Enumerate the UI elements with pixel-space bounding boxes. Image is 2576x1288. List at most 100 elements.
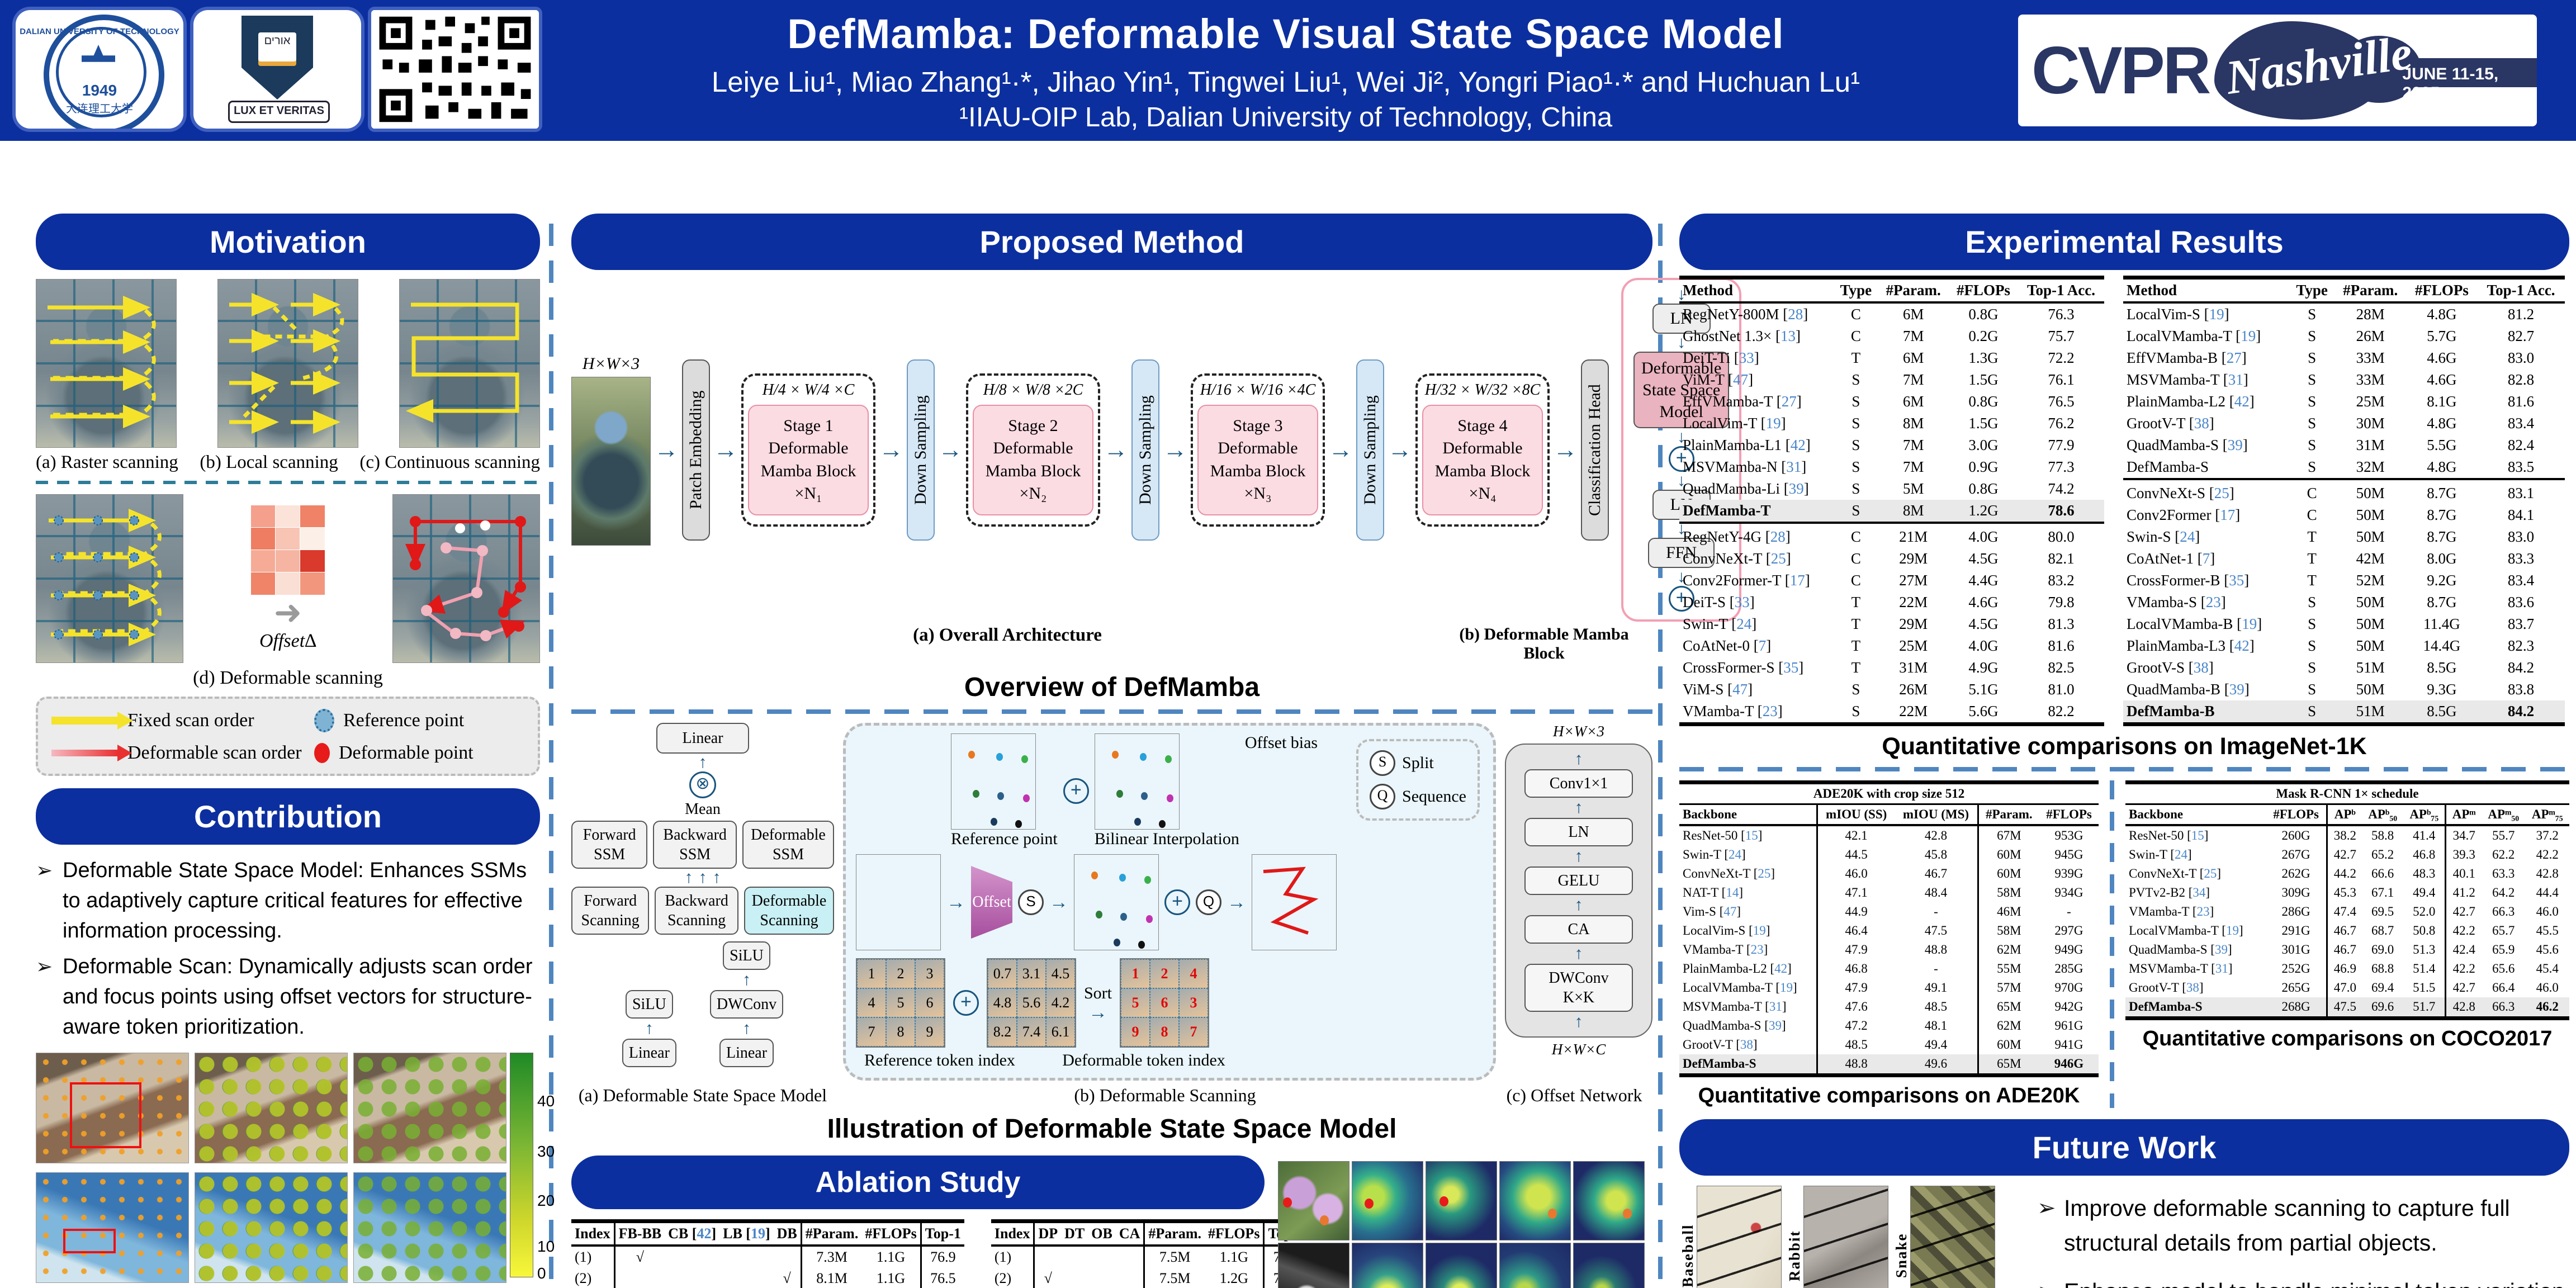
table-row: DeiT-S [33] T 22M 4.6G 79.8 bbox=[1683, 594, 2075, 611]
colorbar-tick: 10 bbox=[537, 1237, 555, 1255]
stage-4-dim: H/32 × W/32 ×8C bbox=[1424, 381, 1541, 399]
column-divider-left bbox=[549, 224, 553, 1280]
grid-cell: 2 bbox=[886, 959, 915, 988]
fixed-scan-image bbox=[36, 494, 183, 663]
silu-box: SiLU bbox=[625, 990, 673, 1019]
colorbar-tick: 30 bbox=[537, 1142, 555, 1160]
dwconv-kxk-box: DWConv K×K bbox=[1524, 964, 1633, 1012]
down-sampling-box: Down Sampling bbox=[1131, 359, 1159, 541]
activation-map-ds bbox=[1426, 1161, 1497, 1240]
grid-cell: 6 bbox=[915, 988, 944, 1017]
local-scan-image bbox=[217, 279, 358, 448]
silu-box-2: SiLU bbox=[723, 941, 770, 970]
activation-map-ds bbox=[1573, 1161, 1645, 1240]
ln-box-2: LN bbox=[1652, 490, 1711, 520]
table-row: PlainMamba-L2 [42] 46.8-55M 285G bbox=[1679, 959, 2099, 979]
offset-cell bbox=[250, 572, 276, 595]
deformable-arrow-icon bbox=[51, 745, 132, 761]
down-sampling-box: Down Sampling bbox=[907, 359, 935, 541]
right-column: Experimental Results Method Type #Param. #F… bbox=[1679, 214, 2569, 1288]
cvpr-wordmark: CVPR bbox=[2032, 33, 2211, 108]
table-row: GrootV-T [38] 48.5 49.4 60M 941G bbox=[1679, 1035, 2099, 1055]
grid-cell: 4 bbox=[1179, 959, 1209, 988]
table-row: GrootV-S [38] S 51M 8.5G 84.2 bbox=[2127, 659, 2535, 676]
add-icon: + bbox=[953, 990, 979, 1016]
backward-scanning-box: Backward Scanning bbox=[655, 887, 738, 935]
ade20k-table: ADE20K with crop size 512 Backbone mIOU (S… bbox=[1679, 780, 2099, 1078]
table-row: CoAtNet-1 [7] T 42M 8.0G 83.3 bbox=[2127, 550, 2535, 567]
offset-bias-image bbox=[1094, 733, 1180, 830]
table-row: MSVMamba-T [31] 252G 46.9 68.8 51.4 42.2 65.6 4… bbox=[2125, 959, 2569, 979]
table-row: GrootV-T [38] S 30M 4.8G 83.4 bbox=[2127, 415, 2535, 432]
yale-book-text: אורים bbox=[264, 35, 291, 47]
offset-cell bbox=[275, 572, 301, 595]
dssm-linear-top: Linear bbox=[656, 723, 749, 754]
deformable-token-caption: Deformable token index bbox=[1062, 1051, 1225, 1069]
bullet-marker-icon: ➢ bbox=[2037, 1275, 2056, 1288]
table-row: EffVMamba-B [27] S 33M 4.6G 83.0 bbox=[2127, 349, 2535, 367]
table-row: LocalVMamba-T [19] 291G 46.7 68.7 50.8 42.2 65… bbox=[2125, 921, 2569, 941]
table-row: ConvNeXt-S [25] C 50M 8.7G 83.1 bbox=[2127, 485, 2535, 502]
contribution-bullet-1-text: Deformable State Space Model: Enhances S… bbox=[63, 859, 527, 943]
imagenet-caption: Quantitative comparisons on ImageNet-1K bbox=[1882, 733, 2367, 760]
table-row: Vim-S [47] 44.9-46M - bbox=[1679, 902, 2099, 922]
table-header-row: Method Type #Param. #FLOPs Top-1 Acc. bbox=[1679, 277, 2104, 304]
forward-scanning-box: Forward Scanning bbox=[571, 887, 650, 935]
activation-map-ds bbox=[1573, 1243, 1645, 1288]
table-row: DefMamba-T S 8M 1.2G 78.6 bbox=[1679, 500, 2104, 523]
table-row: (2) √ 8.1M 1.1G 76.5 bbox=[571, 1267, 964, 1288]
deformable-scanning-box: Deformable Scanning bbox=[744, 887, 834, 935]
continuous-scan-image bbox=[399, 279, 540, 448]
dwconv-box: DWConv bbox=[709, 990, 784, 1019]
deformable-points-image-2 bbox=[36, 1172, 189, 1283]
activation-map-rs bbox=[1352, 1243, 1423, 1288]
stage-4-block: H/32 × W/32 ×8C Stage 4 Deformable Mamba… bbox=[1415, 373, 1550, 527]
stage-1-box: Stage 1 Deformable Mamba Block ×N₁ bbox=[748, 404, 869, 515]
table-row: ResNet-50 [15] 42.1 42.8 67M 953G bbox=[1679, 825, 2099, 846]
table-header-row: Backbone mIOU (SS) mIOU (MS) #Param. #FLOPs bbox=[1679, 804, 2099, 827]
grid-cell: 3.1 bbox=[1017, 959, 1046, 988]
caption-continuous: (c) Continuous scanning bbox=[359, 452, 540, 472]
dssm-diagram: Linear ↑ ⊗ Mean Forward SSM Backward SSM… bbox=[571, 723, 835, 1081]
table-header-row: Backbone #FLOPs APᵇ APᵇ₅₀ APᵇ₇₅ APᵐ APᵐ₅₀ APᵐ₇₅ bbox=[2125, 804, 2569, 827]
legend-reference: Reference point bbox=[314, 709, 524, 732]
architecture-captions: (a) Overall Architecture (b) Deformable … bbox=[571, 625, 1652, 663]
raster-arrows-icon bbox=[48, 296, 156, 428]
overview-diagram: Linear ↑ ⊗ Mean Forward SSM Backward SSM… bbox=[571, 723, 1652, 1081]
grid-cell: 7.4 bbox=[1017, 1017, 1046, 1046]
linear-box-2: Linear bbox=[719, 1039, 774, 1067]
failure-label: Snake bbox=[1893, 1233, 1910, 1278]
results-divider bbox=[1679, 767, 2569, 772]
bilinear-label: Bilinear Interpolation bbox=[1094, 830, 1239, 848]
future-bullet-1: ➢ Improve deformable scanning to capture… bbox=[2037, 1191, 2569, 1260]
table-row: RegNetY-800M [28] C 6M 0.8G 76.3 bbox=[1683, 306, 2075, 323]
overview-divider bbox=[571, 709, 1652, 714]
stage-4-box: Stage 4 Deformable Mamba Block ×N₄ bbox=[1422, 404, 1543, 515]
legend-deformable-label: Deformable scan order bbox=[127, 742, 302, 763]
grid-cell: 9 bbox=[915, 1017, 944, 1046]
table-row: MSVMamba-T [31] 47.6 48.5 65M 942G bbox=[1679, 997, 2099, 1017]
split-sequence-legend: S Split Q Sequence bbox=[1356, 739, 1480, 821]
section-motivation: Motivation bbox=[36, 214, 540, 270]
offset-column: ➜ Offset∆ bbox=[250, 505, 325, 652]
grid-cell: 8.2 bbox=[988, 1017, 1017, 1046]
table-row: DefMamba-S 268G 47.5 69.6 51.7 42.8 66.3 46.2 bbox=[2125, 997, 2569, 1019]
table-row: MSVMamba-T [31] S 33M 4.6G 82.8 bbox=[2127, 371, 2535, 389]
table-row: CrossFormer-B [35] T 52M 9.2G 83.4 bbox=[2127, 572, 2535, 589]
table-row: Swin-T [24] 267G 42.7 65.2 46.8 39.3 62.2 42.2 bbox=[2125, 845, 2569, 865]
activation-map-ds bbox=[1426, 1243, 1497, 1288]
imagenet-table-right: Method Type #Param. #FLOPs Top-1 Acc. LocalVi… bbox=[2123, 276, 2565, 727]
stage-3-body: Deformable Mamba Block bbox=[1210, 439, 1306, 480]
offset-cell bbox=[250, 505, 276, 528]
offset-cell bbox=[300, 527, 325, 551]
raster-token-image-1 bbox=[195, 1052, 348, 1163]
section-future-work: Future Work bbox=[1679, 1119, 2569, 1176]
table-row: CoAtNet-0 [7] T 25M 4.0G 81.6 bbox=[1683, 637, 2075, 655]
failure-cases-block: Baseball Rabbit Snake Incomplete objects… bbox=[1679, 1186, 2020, 1288]
deformable-scan-arrows-icon bbox=[405, 516, 526, 641]
split-icon: S bbox=[1018, 889, 1044, 915]
deformable-mamba-block: ↓ LN ↓ Deformable State Space Model ↓ + … bbox=[1621, 278, 1742, 622]
offset-network-diagram: H×W×3 ↑ Conv1×1 ↑ LN ↑ GELU ↑ CA ↑ DWCon… bbox=[1505, 723, 1652, 1081]
